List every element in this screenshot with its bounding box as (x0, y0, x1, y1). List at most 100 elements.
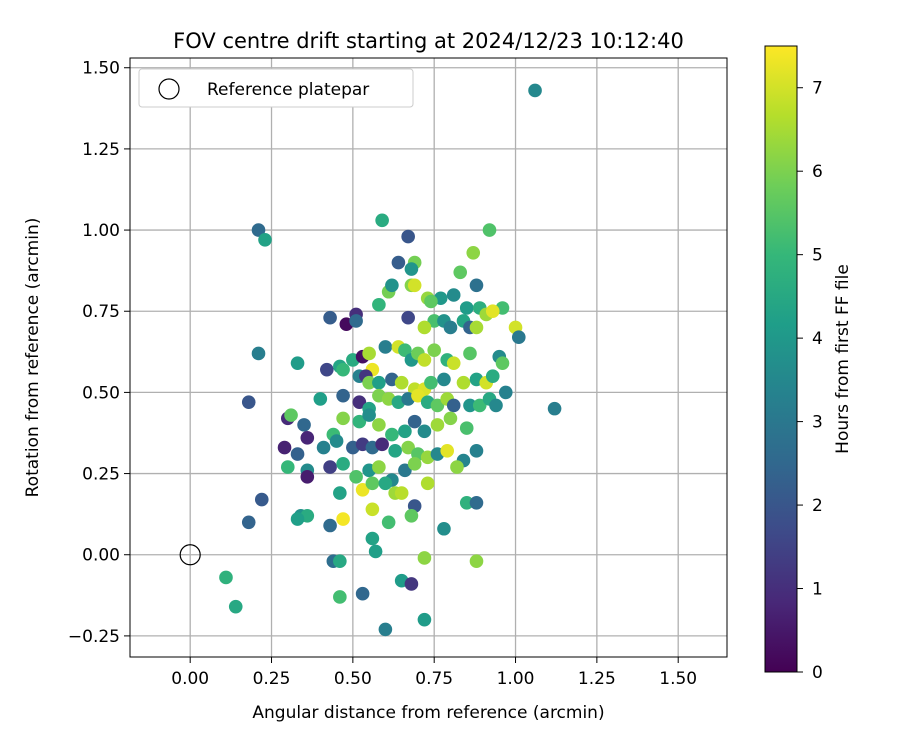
colorbar-ticks: 0 1 2 3 4 5 6 7 (797, 79, 823, 683)
data-point (407, 457, 422, 471)
data-point (372, 375, 386, 390)
data-point (446, 398, 461, 413)
data-point (352, 395, 367, 409)
data-point (365, 502, 380, 517)
data-point (375, 437, 389, 452)
data-point (284, 408, 298, 422)
data-point (401, 440, 415, 455)
colorbar: 0 1 2 3 4 5 6 7 Hours from first FF file (764, 45, 853, 683)
data-point (378, 476, 393, 491)
data-point (498, 385, 513, 400)
data-point (362, 408, 376, 422)
data-point (404, 577, 419, 591)
data-point (443, 411, 458, 426)
reference-point (179, 544, 201, 566)
data-point (394, 375, 409, 390)
data-point (469, 320, 484, 335)
data-point (336, 411, 350, 426)
data-point (482, 223, 497, 237)
data-point (443, 320, 458, 335)
data-point (372, 418, 386, 432)
data-point (417, 551, 432, 565)
data-point (241, 395, 256, 409)
colorbar-tick-label: 4 (812, 329, 823, 349)
data-point (398, 343, 412, 357)
data-point (469, 495, 484, 510)
data-point (511, 330, 526, 345)
data-point (228, 599, 243, 614)
colorbar-tick-label: 6 (812, 162, 823, 182)
data-point (446, 356, 461, 370)
data-point (378, 340, 393, 354)
data-point (463, 346, 477, 361)
data-point (430, 418, 445, 432)
data-point (459, 495, 474, 510)
colorbar-tick-label: 3 (812, 413, 823, 433)
plot-frame (129, 57, 728, 658)
data-point (401, 310, 415, 325)
data-point (417, 353, 432, 367)
y-axis-ticks: −0.25 0.00 0.25 0.50 0.75 1.00 1.25 1.50 (68, 59, 130, 647)
data-point (313, 392, 328, 406)
data-point (394, 486, 409, 500)
colorbar-tick-label: 5 (812, 246, 823, 266)
data-point (323, 310, 337, 325)
data-point (547, 401, 562, 416)
data-point (378, 622, 393, 637)
data-point (329, 434, 344, 448)
data-point (398, 424, 412, 439)
data-point (528, 83, 542, 98)
data-point (251, 223, 266, 237)
data-point (372, 297, 386, 312)
data-point (489, 398, 503, 413)
y-tick-label: 0.50 (82, 383, 120, 403)
data-point (368, 544, 383, 559)
data-point (463, 398, 477, 413)
y-axis-label: Rotation from reference (arcmin) (23, 218, 43, 498)
data-point (495, 356, 510, 370)
x-tick-label: 0.00 (171, 669, 209, 689)
data-point (362, 346, 376, 361)
data-point (365, 531, 380, 546)
y-tick-label: 0.00 (82, 546, 120, 566)
data-point (333, 554, 347, 569)
data-point (251, 346, 266, 361)
data-point (427, 343, 441, 357)
data-point (437, 521, 451, 536)
data-point (336, 457, 350, 471)
data-point (407, 414, 422, 429)
colorbar-tick-label: 0 (812, 663, 823, 683)
data-point (459, 301, 474, 315)
data-point (391, 255, 406, 270)
data-point (333, 486, 347, 500)
data-point (424, 375, 438, 390)
data-point (404, 508, 419, 523)
data-point (277, 440, 292, 455)
colorbar-tick-label: 7 (812, 79, 823, 99)
colorbar-tick-label: 1 (812, 580, 823, 600)
data-point (404, 262, 419, 276)
data-point (469, 444, 484, 458)
x-tick-label: 1.00 (497, 669, 535, 689)
data-point (290, 356, 305, 370)
data-point (323, 460, 337, 474)
data-point (254, 492, 269, 507)
data-point (469, 554, 484, 569)
colorbar-label: Hours from first FF file (833, 264, 853, 454)
data-point (355, 482, 370, 497)
data-point (375, 213, 389, 228)
data-point (388, 444, 402, 458)
legend: Reference platepar (138, 68, 414, 108)
data-point (349, 470, 363, 484)
data-point (398, 463, 412, 478)
colorbar-gradient (764, 45, 798, 673)
data-point (456, 375, 471, 390)
data-point (355, 586, 370, 601)
data-point (453, 265, 468, 280)
x-tick-label: 0.50 (334, 669, 372, 689)
y-tick-label: −0.25 (68, 627, 120, 647)
data-point (417, 424, 432, 439)
x-tick-label: 1.50 (659, 669, 697, 689)
data-point (258, 233, 272, 247)
